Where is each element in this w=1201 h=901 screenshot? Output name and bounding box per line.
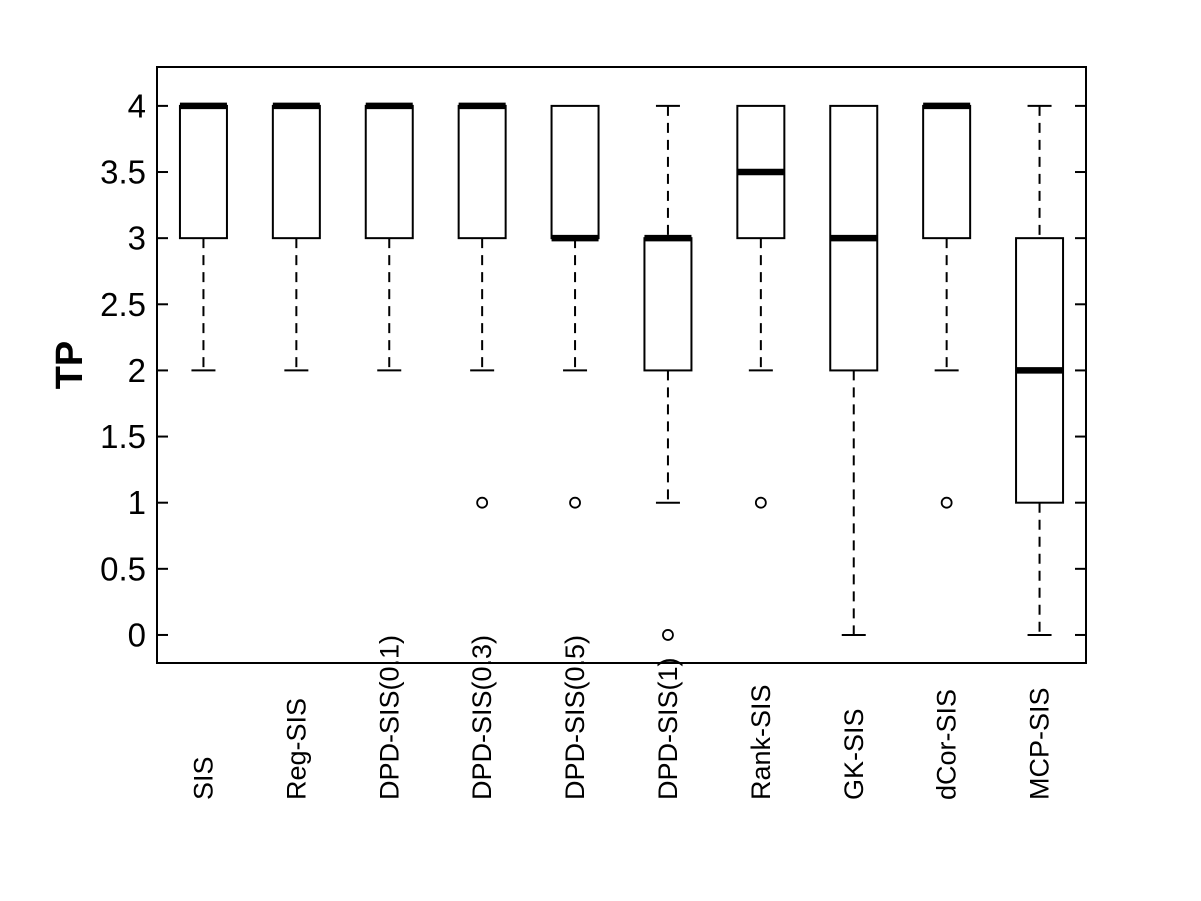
x-tick-label: GK-SIS: [839, 708, 869, 800]
box-DPD-SIS(1): [643, 104, 693, 641]
outlier-point: [754, 496, 767, 509]
y-tick-label: 4: [128, 87, 146, 124]
outlier-point: [569, 496, 581, 509]
box-SIS: [178, 102, 228, 372]
x-tick-label: DPD-SIS(0.3): [467, 635, 497, 800]
iqr-box: [364, 104, 414, 240]
outlier-point: [476, 496, 489, 509]
y-axis-title: TP: [49, 341, 91, 390]
x-tick-label: MCP-SIS: [1025, 687, 1055, 800]
x-tick-label: DPD-SIS(0.1): [374, 635, 404, 800]
iqr-box: [457, 104, 507, 240]
iqr-box: [178, 104, 228, 240]
y-tick-label: 2: [128, 352, 146, 389]
y-tick-label: 0: [128, 616, 146, 653]
x-tick-label: DPD-SIS(1): [653, 657, 683, 800]
iqr-box: [643, 237, 693, 372]
x-tick-label: SIS: [188, 756, 218, 800]
y-tick-label: 3: [128, 220, 146, 257]
box-DPD-SIS(0.3): [457, 102, 507, 509]
x-tick-label: Rank-SIS: [746, 684, 776, 800]
iqr-box: [922, 104, 972, 240]
x-tick-label: Reg-SIS: [281, 698, 311, 800]
iqr-box: [550, 104, 600, 240]
y-tick-label: 1.5: [100, 418, 146, 455]
box-MCP-SIS: [1015, 104, 1065, 636]
x-tick-label: DPD-SIS(0.5): [560, 635, 590, 800]
box-Reg-SIS: [271, 102, 321, 372]
y-tick-label: 1: [128, 484, 146, 521]
iqr-box: [271, 104, 321, 240]
outlier-point: [662, 629, 674, 641]
y-tick-label: 0.5: [100, 550, 146, 587]
box-DPD-SIS(0.1): [364, 102, 414, 372]
box-GK-SIS: [829, 104, 879, 636]
y-tick-label: 3.5: [100, 154, 146, 191]
y-tick-label: 2.5: [100, 286, 146, 323]
box-DPD-SIS(0.5): [550, 104, 600, 509]
plot-border: [156, 66, 1087, 664]
box-dCor-SIS: [922, 102, 972, 509]
x-tick-label: dCor-SIS: [932, 689, 962, 800]
box-Rank-SIS: [736, 104, 786, 509]
outlier-point: [940, 496, 953, 509]
